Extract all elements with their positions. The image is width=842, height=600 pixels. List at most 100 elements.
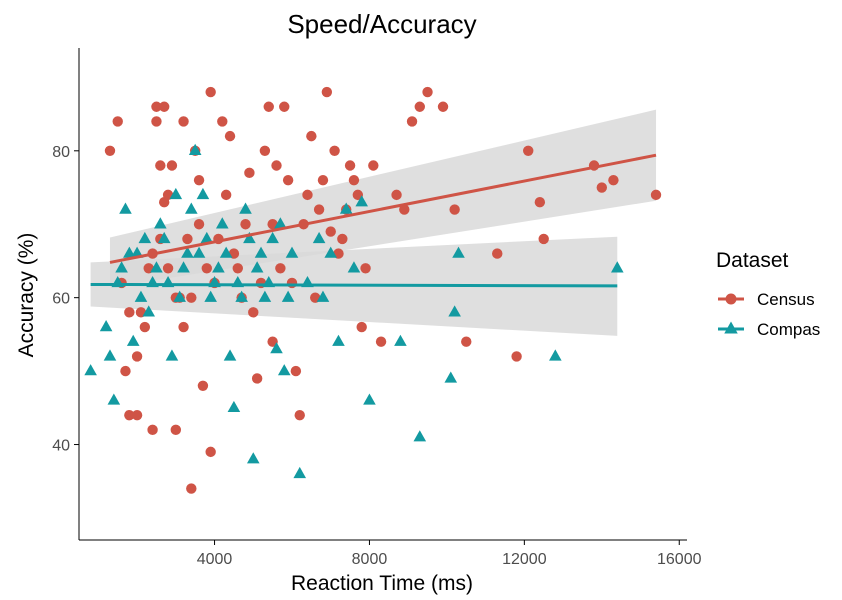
point-compas — [181, 246, 194, 258]
legend-item-compas: Compas — [718, 320, 820, 339]
point-compas — [185, 202, 198, 214]
point-census — [151, 116, 162, 127]
chart-title: Speed/Accuracy — [287, 9, 476, 39]
point-compas — [204, 290, 217, 302]
point-census — [263, 101, 274, 112]
x-axis-ticks: 4000 8000 12000 16000 — [197, 540, 702, 568]
y-tick-label: 80 — [52, 144, 70, 161]
point-census — [186, 292, 197, 303]
y-axis-ticks: 40 60 80 — [52, 144, 79, 455]
point-compas — [188, 143, 202, 156]
point-census — [147, 424, 158, 436]
point-census — [344, 160, 356, 171]
point-compas — [274, 217, 287, 229]
point-compas — [266, 231, 279, 244]
point-compas — [316, 290, 330, 302]
legend-label: Census — [757, 290, 815, 309]
point-compas — [324, 246, 338, 258]
point-census — [534, 197, 546, 208]
point-census — [437, 101, 449, 112]
point-compas — [177, 261, 190, 273]
point-compas — [150, 261, 163, 273]
point-census — [186, 483, 197, 494]
point-census — [492, 248, 503, 259]
point-compas — [119, 202, 132, 214]
point-census — [321, 86, 333, 98]
point-compas — [285, 246, 299, 258]
point-census — [461, 336, 472, 347]
legend-key-marker — [724, 321, 738, 334]
point-compas — [165, 349, 179, 361]
point-compas — [355, 195, 369, 207]
point-compas — [134, 290, 148, 302]
point-census — [356, 321, 367, 333]
point-compas — [293, 466, 307, 479]
point-compas — [394, 334, 407, 346]
point-census — [178, 321, 189, 333]
point-compas — [223, 349, 237, 361]
point-compas — [212, 261, 225, 273]
point-compas — [444, 371, 458, 383]
point-census — [523, 145, 534, 157]
point-compas — [126, 334, 140, 346]
point-census — [197, 380, 209, 391]
point-compas — [192, 246, 206, 258]
point-compas — [281, 290, 295, 302]
point-census — [596, 182, 608, 193]
point-census — [139, 321, 151, 333]
point-census — [248, 307, 259, 318]
point-compas — [312, 231, 326, 244]
point-compas — [258, 290, 272, 302]
point-compas — [200, 231, 214, 244]
point-census — [294, 409, 305, 421]
point-compas — [157, 231, 171, 244]
point-census — [131, 409, 143, 421]
point-compas — [103, 349, 117, 361]
point-compas — [339, 202, 353, 214]
point-compas — [610, 261, 624, 273]
point-census — [325, 226, 336, 237]
point-census — [337, 233, 348, 245]
legend-title: Dataset — [716, 249, 789, 272]
point-census — [205, 446, 216, 458]
x-tick-label: 12000 — [502, 551, 547, 568]
y-tick-label: 60 — [52, 291, 70, 308]
point-census — [217, 116, 228, 127]
point-census — [205, 86, 216, 98]
point-census — [422, 86, 433, 98]
x-tick-label: 8000 — [352, 551, 388, 568]
point-census — [244, 167, 255, 179]
x-tick-label: 4000 — [197, 551, 233, 568]
point-census — [279, 101, 290, 112]
point-census — [151, 101, 162, 112]
legend-key-marker — [725, 293, 737, 305]
trend-line-compas — [90, 282, 618, 288]
point-census — [220, 189, 232, 201]
trend-lines — [90, 153, 657, 288]
point-compas — [332, 334, 345, 346]
point-census — [170, 424, 182, 436]
point-compas — [142, 305, 156, 317]
point-compas — [254, 246, 268, 258]
point-compas — [169, 187, 183, 200]
point-compas — [250, 261, 264, 273]
point-compas — [448, 305, 461, 317]
point-census — [650, 189, 662, 201]
point-compas — [549, 349, 562, 361]
point-compas — [107, 393, 121, 405]
point-census — [282, 174, 294, 186]
point-census — [608, 174, 619, 186]
point-census — [158, 101, 170, 112]
point-census — [538, 233, 549, 245]
point-compas — [413, 430, 427, 442]
point-compas — [154, 217, 167, 229]
point-census — [251, 373, 263, 384]
point-census — [511, 351, 522, 362]
point-census — [317, 174, 329, 186]
point-census — [224, 130, 236, 142]
point-compas — [239, 202, 252, 214]
point-census — [391, 189, 402, 201]
point-compas — [115, 261, 128, 273]
point-census — [375, 336, 387, 347]
